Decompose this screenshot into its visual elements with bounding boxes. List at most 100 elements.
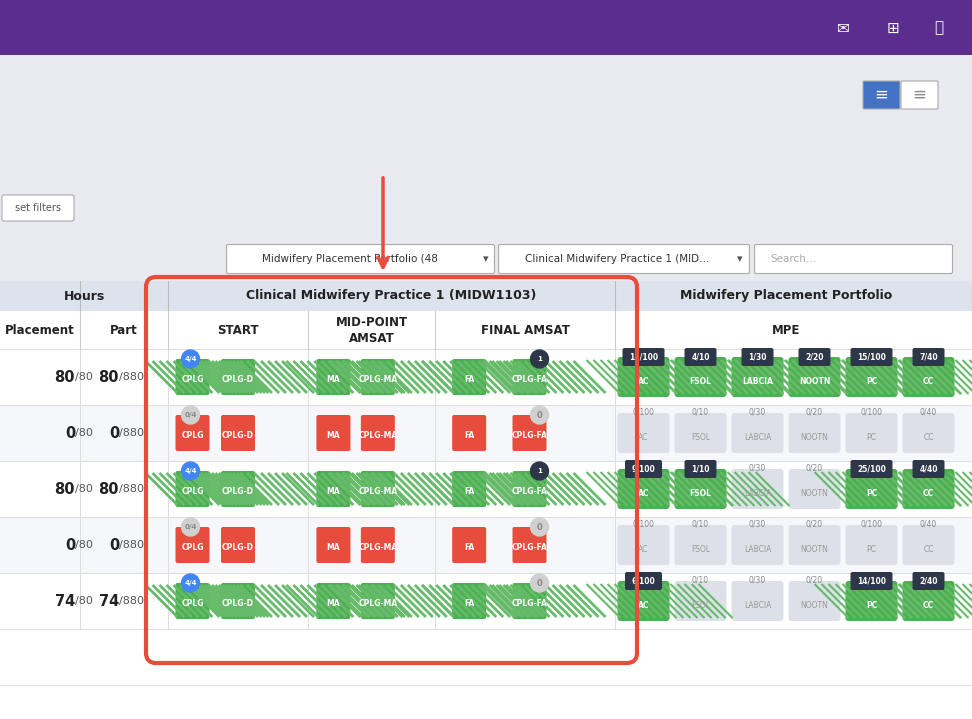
Circle shape <box>182 574 199 592</box>
Text: MA: MA <box>327 487 340 497</box>
Text: ≡: ≡ <box>874 86 888 104</box>
Circle shape <box>182 518 199 536</box>
Text: CPLG-FA: CPLG-FA <box>511 375 547 385</box>
FancyBboxPatch shape <box>622 348 665 366</box>
Text: 2/40: 2/40 <box>920 577 938 585</box>
Text: PC: PC <box>866 377 877 387</box>
Text: 4/10: 4/10 <box>691 352 710 362</box>
Text: Placement: Placement <box>5 324 75 336</box>
FancyBboxPatch shape <box>846 413 897 453</box>
Text: CPLG-D: CPLG-D <box>222 600 254 608</box>
FancyBboxPatch shape <box>0 685 972 719</box>
Circle shape <box>182 350 199 368</box>
FancyBboxPatch shape <box>675 469 726 509</box>
Text: 0/100: 0/100 <box>633 408 654 416</box>
Text: CC: CC <box>922 490 934 498</box>
Text: CPLG: CPLG <box>181 375 204 385</box>
Text: Search...: Search... <box>770 254 816 264</box>
FancyBboxPatch shape <box>863 81 900 109</box>
Text: MPE: MPE <box>772 324 800 336</box>
FancyBboxPatch shape <box>684 348 716 366</box>
FancyBboxPatch shape <box>452 583 486 619</box>
Text: /880: /880 <box>119 484 144 494</box>
Text: ≡: ≡ <box>912 86 926 104</box>
FancyBboxPatch shape <box>221 359 255 395</box>
FancyBboxPatch shape <box>913 348 945 366</box>
Text: LABCIA: LABCIA <box>744 602 771 610</box>
FancyBboxPatch shape <box>0 55 972 280</box>
FancyBboxPatch shape <box>317 471 350 507</box>
FancyBboxPatch shape <box>0 349 972 405</box>
FancyBboxPatch shape <box>221 471 255 507</box>
FancyBboxPatch shape <box>176 415 210 451</box>
Text: CPLG-FA: CPLG-FA <box>511 544 547 552</box>
Text: 7/40: 7/40 <box>920 352 938 362</box>
FancyBboxPatch shape <box>361 415 395 451</box>
Text: 0/30: 0/30 <box>748 408 766 416</box>
Text: 14/100: 14/100 <box>857 577 886 585</box>
Text: LABCIA: LABCIA <box>742 377 773 387</box>
Text: CPLG-MA: CPLG-MA <box>359 544 398 552</box>
Text: 0: 0 <box>537 411 542 419</box>
Text: MA: MA <box>327 600 340 608</box>
FancyBboxPatch shape <box>452 359 486 395</box>
Text: 1: 1 <box>538 468 542 474</box>
FancyBboxPatch shape <box>799 348 830 366</box>
Text: 25/100: 25/100 <box>857 464 885 474</box>
Text: PC: PC <box>866 602 877 610</box>
Text: 4/40: 4/40 <box>920 464 938 474</box>
FancyBboxPatch shape <box>617 525 670 565</box>
FancyBboxPatch shape <box>176 359 210 395</box>
FancyBboxPatch shape <box>850 348 892 366</box>
Text: CPLG-MA: CPLG-MA <box>359 431 398 441</box>
Text: 0/10: 0/10 <box>692 408 709 416</box>
Text: CPLG-FA: CPLG-FA <box>511 487 547 497</box>
Text: set filters: set filters <box>15 203 61 213</box>
Text: NOOTN: NOOTN <box>801 490 828 498</box>
Circle shape <box>531 350 548 368</box>
Text: MID-POINT
AMSAT: MID-POINT AMSAT <box>335 316 407 344</box>
FancyBboxPatch shape <box>512 471 546 507</box>
Text: 2/20: 2/20 <box>805 352 823 362</box>
Text: 0: 0 <box>109 538 119 552</box>
Text: PC: PC <box>866 490 877 498</box>
Text: Midwifery Placement Portfolio (48: Midwifery Placement Portfolio (48 <box>262 254 438 264</box>
Text: CPLG: CPLG <box>181 487 204 497</box>
FancyBboxPatch shape <box>846 469 897 509</box>
FancyBboxPatch shape <box>176 527 210 563</box>
Text: 0: 0 <box>65 538 75 552</box>
Text: CC: CC <box>922 377 934 387</box>
Text: FA: FA <box>464 600 474 608</box>
Circle shape <box>531 462 548 480</box>
FancyBboxPatch shape <box>0 311 972 349</box>
Text: /880: /880 <box>119 428 144 438</box>
FancyBboxPatch shape <box>512 415 546 451</box>
FancyBboxPatch shape <box>361 583 395 619</box>
Text: 0: 0 <box>537 579 542 587</box>
Text: /880: /880 <box>119 596 144 606</box>
Text: 0/20: 0/20 <box>806 520 823 528</box>
FancyBboxPatch shape <box>901 81 938 109</box>
FancyBboxPatch shape <box>317 527 350 563</box>
FancyBboxPatch shape <box>846 357 897 397</box>
FancyBboxPatch shape <box>625 460 662 478</box>
Text: NOOTN: NOOTN <box>801 546 828 554</box>
Text: LABCIA: LABCIA <box>744 434 771 442</box>
FancyBboxPatch shape <box>0 281 972 719</box>
Text: 0/30: 0/30 <box>748 520 766 528</box>
Text: 0/30: 0/30 <box>748 575 766 585</box>
Text: 80: 80 <box>98 482 119 497</box>
FancyBboxPatch shape <box>902 525 955 565</box>
Text: ▾: ▾ <box>737 254 743 264</box>
FancyBboxPatch shape <box>788 413 841 453</box>
FancyBboxPatch shape <box>0 0 972 55</box>
FancyBboxPatch shape <box>850 572 892 590</box>
Text: NOOTN: NOOTN <box>801 434 828 442</box>
Text: AC: AC <box>638 377 649 387</box>
Text: 4/4: 4/4 <box>185 356 196 362</box>
Text: FA: FA <box>464 544 474 552</box>
Text: CPLG-MA: CPLG-MA <box>359 600 398 608</box>
Text: PC: PC <box>867 434 877 442</box>
Text: CPLG-D: CPLG-D <box>222 375 254 385</box>
FancyBboxPatch shape <box>221 415 255 451</box>
